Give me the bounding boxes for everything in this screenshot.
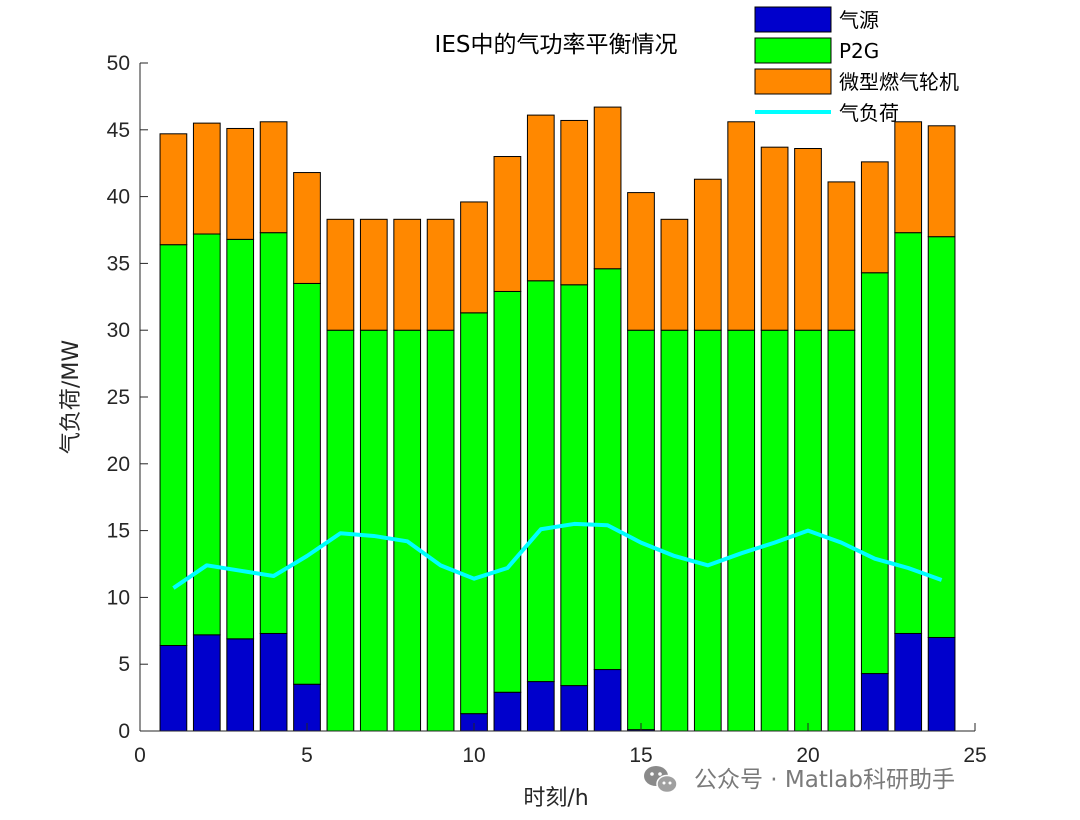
watermark: 公众号 · Matlab科研助手	[644, 766, 955, 794]
bar-gas-source-14	[593, 669, 622, 732]
bar-p2g-21	[827, 329, 856, 732]
y-tick-label: 35	[107, 252, 130, 275]
x-tick-label: 10	[462, 744, 485, 767]
bar-p2g-10	[460, 312, 488, 715]
bar-p2g-19	[760, 329, 789, 732]
bar-p2g-22	[860, 272, 889, 675]
bar-micro-turbine-13	[560, 119, 589, 286]
y-tick-label: 45	[107, 119, 130, 142]
bar-p2g-7	[359, 329, 388, 732]
bar-p2g-17	[693, 329, 722, 732]
bar-micro-turbine-2	[192, 122, 221, 235]
legend-label: P2G	[839, 39, 879, 63]
bar-gas-source-1	[159, 644, 188, 732]
x-axis-ticks: 0 5 10 15 20 25	[134, 723, 987, 767]
bar-micro-turbine-22	[860, 161, 889, 274]
x-tick-label: 20	[796, 744, 819, 767]
bar-micro-turbine-8	[393, 218, 422, 331]
y-tick-label: 30	[107, 319, 130, 342]
bar-p2g-4	[259, 232, 288, 634]
bar-gas-source-22	[860, 673, 889, 732]
bar-micro-turbine-4	[259, 121, 288, 234]
x-axis-label: 时刻/h	[523, 786, 588, 811]
wechat-icon	[644, 766, 678, 794]
y-tick-label: 50	[107, 52, 130, 75]
x-tick-label: 5	[301, 744, 313, 767]
chart-title: IES中的气功率平衡情况	[435, 32, 678, 58]
bar-gas-source-2	[192, 634, 221, 732]
bar-p2g-9	[426, 329, 455, 732]
bar-p2g-8	[393, 329, 422, 732]
y-tick-label: 10	[107, 586, 130, 609]
y-tick-label: 15	[107, 520, 130, 543]
legend-swatch	[754, 37, 832, 64]
legend-label: 微型燃气轮机	[839, 70, 959, 94]
bar-micro-turbine-9	[426, 218, 455, 331]
x-tick-label: 0	[134, 744, 146, 767]
bar-micro-turbine-14	[593, 106, 622, 270]
bar-gas-source-11	[493, 691, 522, 732]
bar-micro-turbine-23	[894, 121, 923, 234]
bar-gas-source-24	[927, 636, 956, 732]
y-axis-ticks: 0 5 10 15 20 25 30 35 40 45 50	[107, 52, 148, 743]
bar-gas-source-23	[894, 632, 923, 732]
bar-micro-turbine-24	[927, 125, 956, 238]
bar-gas-source-13	[560, 685, 589, 732]
bar-p2g-11	[493, 290, 522, 693]
bar-p2g-3	[226, 238, 255, 640]
bar-p2g-12	[526, 280, 555, 683]
bar-micro-turbine-5	[293, 172, 321, 284]
x-tick-label: 15	[629, 744, 652, 767]
line-layer	[172, 521, 943, 590]
x-tick-label: 25	[963, 744, 986, 767]
bar-micro-turbine-11	[493, 156, 522, 292]
bar-micro-turbine-15	[627, 192, 655, 331]
bar-p2g-6	[326, 329, 355, 732]
bar-micro-turbine-16	[660, 218, 689, 331]
bar-micro-turbine-17	[693, 178, 722, 331]
y-axis-label: 气负荷/MW	[59, 340, 84, 454]
bar-p2g-14	[593, 268, 622, 671]
bar-micro-turbine-1	[159, 133, 188, 246]
bar-micro-turbine-6	[326, 218, 355, 331]
y-tick-label: 40	[107, 186, 130, 209]
bar-micro-turbine-18	[727, 121, 756, 331]
legend-swatch	[754, 68, 832, 95]
bar-micro-turbine-7	[359, 218, 388, 331]
bar-micro-turbine-20	[794, 148, 822, 331]
bar-micro-turbine-3	[226, 127, 255, 240]
bar-micro-turbine-19	[760, 146, 789, 331]
bar-gas-source-4	[259, 632, 288, 732]
watermark-text: 公众号 · Matlab科研助手	[694, 767, 955, 793]
bars-layer	[159, 106, 956, 732]
bar-p2g-2	[192, 233, 221, 636]
bar-p2g-16	[660, 329, 689, 732]
bar-micro-turbine-12	[526, 114, 555, 282]
legend-label: 气源	[839, 8, 879, 32]
bar-micro-turbine-10	[460, 201, 488, 314]
y-tick-label: 5	[118, 653, 130, 676]
bar-p2g-13	[560, 284, 589, 687]
bar-gas-source-3	[226, 638, 255, 732]
bar-p2g-24	[927, 236, 956, 638]
bar-p2g-15	[627, 329, 655, 731]
bar-p2g-5	[293, 282, 321, 685]
y-tick-label: 25	[107, 386, 130, 409]
bar-gas-source-12	[526, 681, 555, 732]
series-line-gas-load	[172, 521, 943, 590]
legend-swatch	[754, 6, 832, 33]
bar-p2g-1	[159, 244, 188, 646]
legend-label: 气负荷	[839, 101, 899, 125]
bar-p2g-18	[727, 329, 756, 732]
y-tick-label: 20	[107, 453, 130, 476]
y-tick-label: 0	[118, 720, 130, 743]
bar-micro-turbine-21	[827, 181, 856, 331]
